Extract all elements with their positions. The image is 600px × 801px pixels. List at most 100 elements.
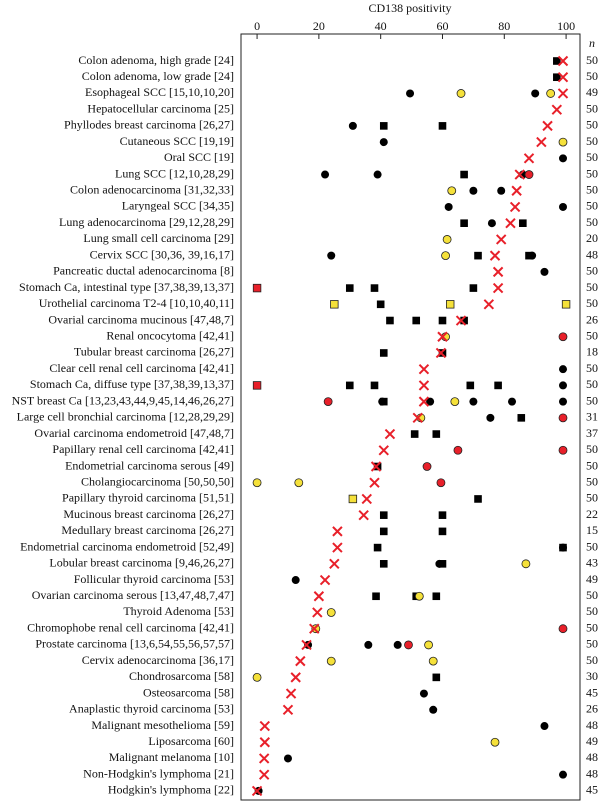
x-tick-label: 80 [498, 19, 510, 33]
square-marker [559, 543, 567, 552]
circle-marker [546, 89, 556, 98]
square-marker [432, 592, 441, 601]
row-label: Colon adenoma, low grade [24] [82, 69, 234, 83]
cross-marker [523, 153, 535, 164]
x-tick-label: 40 [375, 19, 387, 33]
row-label: Phyllodes breast carcinoma [26,27] [64, 118, 234, 132]
square-marker [348, 494, 358, 504]
row-label: Urothelial carcinoma T2-4 [10,10,40,11] [39, 296, 234, 310]
row-label: Stomach Ca, diffuse type [37,38,39,13,37… [30, 377, 234, 391]
n-value: 50 [586, 183, 598, 197]
square-marker [438, 527, 447, 536]
plot-frame [240, 33, 581, 801]
row-label: Malignant mesothelioma [59] [91, 718, 234, 732]
circle-marker [559, 365, 568, 374]
square-marker [438, 349, 447, 357]
cross-marker [358, 509, 369, 521]
circle-marker [453, 445, 463, 455]
circle-marker [559, 202, 568, 211]
cross-marker [290, 672, 301, 683]
cross-marker [557, 55, 569, 67]
n-value: 50 [586, 604, 598, 618]
n-value: 50 [586, 199, 598, 213]
circle-marker [373, 170, 382, 179]
circle-marker [326, 656, 336, 666]
n-value: 31 [586, 410, 598, 424]
square-marker [474, 495, 482, 503]
square-marker [494, 381, 502, 390]
circle-marker [497, 186, 506, 195]
n-value: 37 [586, 426, 598, 440]
n-value: 50 [586, 264, 598, 278]
row-label: Lobular breast carcinoma [9,46,26,27] [49, 556, 234, 570]
square-marker [412, 316, 421, 325]
circle-marker [444, 202, 453, 211]
circle-marker [558, 137, 568, 147]
cross-marker [418, 396, 430, 407]
n-value: 43 [586, 556, 598, 570]
n-value: 50 [586, 280, 598, 294]
n-value: 48 [586, 750, 598, 764]
circle-marker [406, 89, 415, 98]
n-value: 30 [586, 669, 598, 683]
circle-marker [531, 89, 540, 98]
cross-marker [259, 737, 271, 748]
row-label: Cervix SCC [30,36, 39,16,17] [90, 247, 234, 261]
circle-marker [364, 640, 373, 649]
circle-marker [429, 705, 438, 714]
n-value: 15 [586, 523, 598, 537]
circle-marker [441, 251, 450, 261]
square-marker [372, 592, 380, 601]
row-label: Lung small cell carcinoma [29] [83, 231, 234, 245]
cross-marker [492, 266, 504, 278]
x-tick-label: 20 [313, 19, 325, 33]
circle-marker [469, 186, 478, 195]
cross-marker [301, 639, 312, 651]
square-marker [432, 673, 441, 682]
row-label: Hodgkin's lymphoma [22] [108, 783, 234, 797]
cross-marker [309, 623, 320, 634]
square-marker [410, 430, 419, 438]
n-value: 50 [586, 53, 598, 67]
cross-marker [369, 477, 380, 488]
row-label: Follicular thyroid carcinoma [53] [74, 572, 234, 586]
square-marker [379, 511, 388, 519]
circle-marker [540, 722, 549, 731]
circle-marker [252, 672, 262, 682]
circle-marker [404, 640, 413, 650]
circle-marker [456, 89, 466, 98]
circle-marker [414, 591, 424, 601]
n-value: 50 [586, 458, 598, 472]
square-marker [330, 300, 339, 309]
cross-marker [551, 104, 563, 115]
cross-marker [557, 72, 569, 83]
circle-marker [558, 332, 568, 342]
square-marker [517, 414, 526, 422]
square-marker [373, 462, 382, 471]
cross-marker [251, 785, 263, 797]
circle-marker [540, 267, 549, 276]
circle-marker [559, 381, 568, 390]
square-marker [460, 170, 468, 179]
row-label: Large cell bronchial carcinoma [12,28,29… [17, 410, 234, 424]
row-label: Medullary breast carcinoma [26,27] [61, 523, 234, 537]
square-marker [561, 300, 571, 309]
cross-marker [483, 299, 495, 310]
circle-marker [294, 478, 304, 488]
n-value: 50 [586, 637, 598, 651]
square-marker [438, 511, 447, 519]
n-value: 50 [586, 491, 598, 505]
circle-marker [490, 737, 500, 747]
square-marker [379, 560, 388, 568]
square-marker [379, 349, 388, 357]
cross-marker [435, 347, 447, 359]
n-value: 50 [586, 361, 598, 375]
n-value: 50 [586, 474, 598, 488]
n-value: 50 [586, 215, 598, 229]
circle-marker [524, 170, 534, 179]
row-label: Osteosarcoma [58] [143, 685, 234, 699]
row-label: Malignant melanoma [10] [109, 750, 234, 764]
square-marker [519, 219, 527, 227]
